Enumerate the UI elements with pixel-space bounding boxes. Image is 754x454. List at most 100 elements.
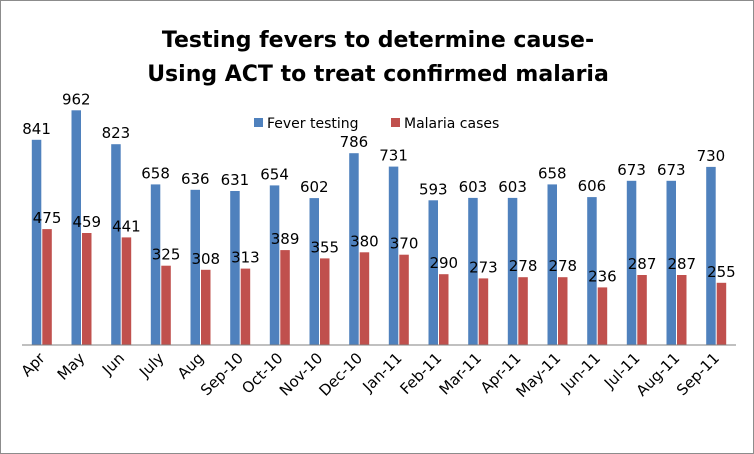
data-label-fever-testing-May: 962 (62, 90, 91, 108)
bar-fever-testing-May (71, 110, 81, 345)
data-label-fever-testing-Jun: 823 (102, 124, 131, 142)
data-label-fever-testing-May-11: 658 (538, 164, 567, 182)
bars (31, 110, 727, 345)
bar-fever-testing-Dec-10 (349, 153, 359, 345)
bar-malaria-cases-Jul-11 (637, 275, 647, 345)
bar-fever-testing-Nov-10 (309, 198, 319, 345)
bar-malaria-cases-July (161, 265, 171, 345)
bar-malaria-cases-Feb-11 (439, 274, 449, 345)
data-labels: 841 475 962 459 823 441 658 325 636 308 631 313 654 3… (22, 90, 735, 285)
bar-malaria-cases-Apr-11 (518, 277, 528, 345)
bar-fever-testing-Feb-11 (428, 200, 438, 345)
bar-malaria-cases-Jan-11 (399, 254, 409, 345)
x-tick-label-May: May (54, 349, 89, 384)
legend-label-fever-testing: Fever testing (267, 116, 359, 132)
bar-fever-testing-Sep-10 (230, 191, 240, 345)
x-tick-label-Jun: Jun (98, 349, 128, 379)
data-label-malaria-cases-Jun: 441 (112, 217, 141, 235)
data-label-malaria-cases-Sep-11: 255 (707, 263, 736, 281)
data-label-malaria-cases-Apr-11: 278 (509, 257, 538, 275)
data-label-malaria-cases-Apr: 475 (33, 209, 62, 227)
data-label-malaria-cases-May-11: 278 (548, 257, 577, 275)
bar-fever-testing-Sep-11 (706, 166, 716, 345)
data-label-fever-testing-Oct-10: 654 (260, 165, 289, 183)
x-tick-label-May-11: May-11 (513, 349, 565, 401)
data-label-fever-testing-Sep-11: 730 (697, 147, 726, 165)
data-label-malaria-cases-Aug: 308 (191, 250, 220, 268)
data-label-malaria-cases-Jul-11: 287 (628, 255, 657, 273)
data-label-malaria-cases-Dec-10: 380 (350, 232, 379, 250)
data-label-malaria-cases-Feb-11: 290 (429, 254, 458, 272)
data-label-malaria-cases-Oct-10: 389 (271, 230, 300, 248)
data-label-malaria-cases-May: 459 (72, 213, 101, 231)
chart-title: Testing fevers to determine cause- Using… (147, 28, 609, 87)
bar-fever-testing-Jun-11 (587, 197, 597, 345)
x-tick-label-Nov-10: Nov-10 (276, 349, 326, 399)
x-tick-label-July: July (135, 349, 168, 382)
bar-malaria-cases-Apr (42, 229, 52, 345)
data-label-malaria-cases-Jun-11: 236 (588, 267, 617, 285)
legend-label-malaria-cases: Malaria cases (404, 116, 499, 132)
data-label-fever-testing-Apr-11: 603 (498, 178, 527, 196)
bar-malaria-cases-May (82, 233, 92, 345)
x-tick-label-Aug: Aug (174, 349, 207, 382)
bar-fever-testing-Oct-10 (269, 185, 280, 345)
bar-fever-testing-July (150, 184, 161, 345)
bar-malaria-cases-Jun-11 (597, 287, 608, 345)
data-label-fever-testing-July: 658 (141, 164, 170, 182)
x-tick-label-Jan-11: Jan-11 (359, 349, 406, 396)
x-tick-label-Aug-11: Aug-11 (633, 349, 684, 400)
bar-malaria-cases-Aug (201, 269, 211, 345)
x-tick-label-Feb-11: Feb-11 (396, 349, 445, 398)
data-label-fever-testing-Sep-10: 631 (221, 171, 250, 189)
bar-malaria-cases-May-11 (558, 277, 568, 345)
data-label-fever-testing-Mar-11: 603 (459, 178, 488, 196)
bar-malaria-cases-Sep-11 (716, 282, 727, 345)
bar-malaria-cases-Mar-11 (478, 278, 489, 345)
bar-malaria-cases-Dec-10 (359, 252, 370, 345)
x-tick-label-Apr: Apr (18, 349, 50, 381)
bar-malaria-cases-Sep-10 (240, 268, 251, 345)
bar-fever-testing-Apr (31, 139, 42, 345)
data-label-malaria-cases-Nov-10: 355 (310, 238, 339, 256)
bar-fever-testing-May-11 (547, 184, 557, 345)
data-label-malaria-cases-July: 325 (152, 246, 181, 264)
bar-fever-testing-Apr-11 (507, 197, 518, 345)
legend-swatch-fever-testing (254, 118, 263, 127)
bar-fever-testing-Jan-11 (388, 166, 399, 345)
chart-title-line-1: Testing fevers to determine cause- (162, 28, 594, 53)
bar-malaria-cases-Aug-11 (677, 275, 687, 345)
bar-malaria-cases-Nov-10 (320, 258, 330, 345)
data-label-fever-testing-Dec-10: 786 (340, 133, 369, 151)
data-label-fever-testing-Jul-11: 673 (617, 161, 646, 179)
data-label-fever-testing-Aug-11: 673 (657, 161, 686, 179)
x-tick-label-Jun-11: Jun-11 (557, 349, 604, 396)
bar-malaria-cases-Oct-10 (280, 250, 290, 345)
data-label-malaria-cases-Aug-11: 287 (667, 255, 696, 273)
bar-fever-testing-Aug (190, 189, 200, 345)
data-label-malaria-cases-Jan-11: 370 (390, 235, 419, 253)
chart-title-line-2: Using ACT to treat confirmed malaria (147, 62, 609, 87)
x-tick-label-Dec-10: Dec-10 (315, 349, 366, 400)
data-label-malaria-cases-Mar-11: 273 (469, 258, 498, 276)
x-tick-labels: Apr May Jun July AugSep-10Oct-10Nov-10Dec-10… (18, 349, 723, 401)
x-tick-label-Sep-10: Sep-10 (197, 349, 247, 399)
data-label-fever-testing-Apr: 841 (22, 120, 51, 138)
data-label-fever-testing-Nov-10: 602 (300, 178, 329, 196)
bar-fever-testing-Jun (111, 144, 121, 345)
x-tick-label-Sep-11: Sep-11 (673, 349, 723, 399)
data-label-fever-testing-Aug: 636 (181, 170, 210, 188)
bar-fever-testing-Jul-11 (626, 180, 637, 345)
bar-fever-testing-Aug-11 (666, 180, 676, 345)
bar-malaria-cases-Jun (121, 237, 132, 345)
data-label-fever-testing-Jun-11: 606 (578, 177, 607, 195)
x-tick-label-Mar-11: Mar-11 (436, 349, 485, 398)
bar-fever-testing-Mar-11 (468, 197, 478, 345)
data-label-fever-testing-Feb-11: 593 (419, 180, 448, 198)
legend-swatch-malaria-cases (391, 118, 400, 127)
data-label-malaria-cases-Sep-10: 313 (231, 249, 260, 267)
data-label-fever-testing-Jan-11: 731 (379, 147, 408, 165)
legend: Fever testing Malaria cases (254, 116, 499, 132)
